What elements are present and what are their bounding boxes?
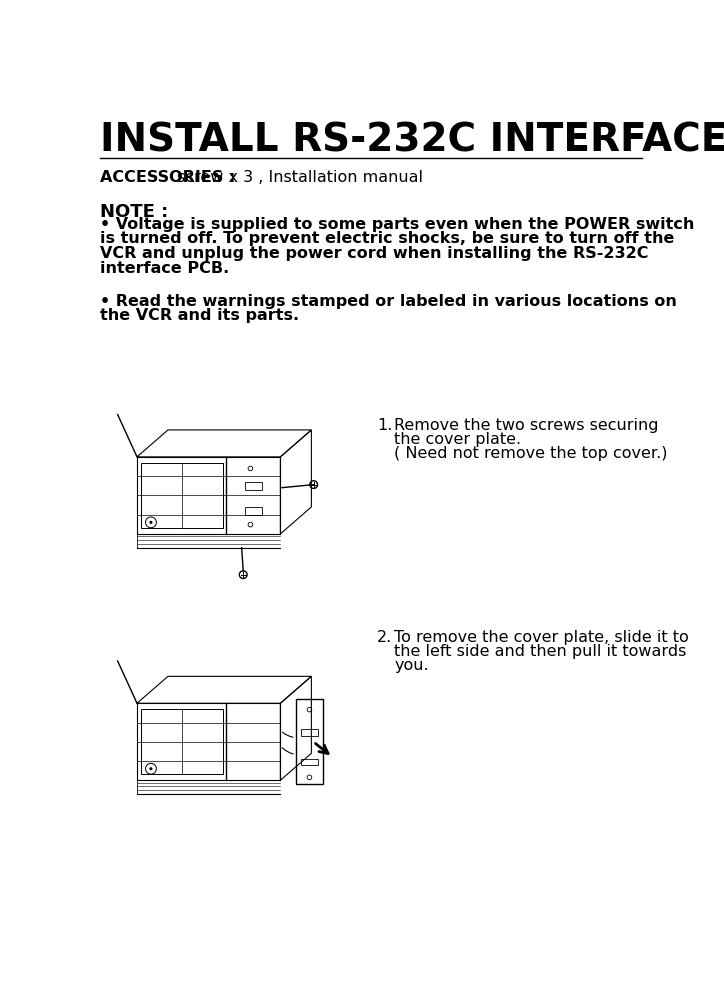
- Bar: [245, 482, 261, 490]
- Text: ACCESSORIES :: ACCESSORIES :: [100, 170, 241, 185]
- Bar: [301, 759, 318, 766]
- Text: the VCR and its parts.: the VCR and its parts.: [100, 308, 299, 324]
- Circle shape: [149, 768, 153, 770]
- Text: interface PCB.: interface PCB.: [100, 261, 229, 276]
- Text: Remove the two screws securing: Remove the two screws securing: [395, 418, 659, 433]
- Bar: [296, 700, 323, 784]
- Text: • Voltage is supplied to some parts even when the POWER switch: • Voltage is supplied to some parts even…: [100, 216, 694, 231]
- Circle shape: [149, 521, 153, 523]
- Text: screw x 3 , Installation manual: screw x 3 , Installation manual: [177, 170, 424, 185]
- Text: INSTALL RS-232C INTERFACE BOARD: INSTALL RS-232C INTERFACE BOARD: [100, 122, 724, 160]
- Text: To remove the cover plate, slide it to: To remove the cover plate, slide it to: [395, 630, 689, 646]
- Text: 2.: 2.: [377, 630, 392, 646]
- Text: NOTE :: NOTE :: [100, 203, 168, 220]
- Bar: [141, 709, 223, 774]
- Text: 1.: 1.: [377, 418, 392, 433]
- Text: VCR and unplug the power cord when installing the RS-232C: VCR and unplug the power cord when insta…: [100, 246, 648, 261]
- Text: the left side and then pull it towards: the left side and then pull it towards: [395, 644, 686, 659]
- Text: the cover plate.: the cover plate.: [395, 432, 521, 448]
- Bar: [301, 729, 318, 736]
- Text: • Read the warnings stamped or labeled in various locations on: • Read the warnings stamped or labeled i…: [100, 293, 677, 309]
- Bar: [245, 507, 261, 515]
- Text: you.: you.: [395, 658, 429, 673]
- Bar: [141, 463, 223, 527]
- Text: is turned off. To prevent electric shocks, be sure to turn off the: is turned off. To prevent electric shock…: [100, 231, 674, 246]
- Text: ( Need not remove the top cover.): ( Need not remove the top cover.): [395, 446, 668, 461]
